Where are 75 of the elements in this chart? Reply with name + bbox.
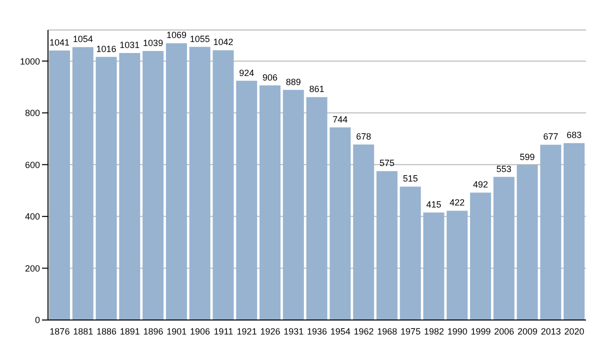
data-label: 861 [309,84,324,94]
data-label: 1041 [49,37,70,48]
bar [212,50,234,320]
x-tick-label: 1906 [190,326,210,336]
bar [282,90,304,320]
y-tick-label: 400 [24,212,40,222]
x-tick-label: 1975 [400,326,421,336]
x-tick-label: 1999 [470,326,491,336]
data-label: 677 [543,132,558,142]
data-label: 744 [332,114,348,124]
bar [119,53,140,320]
data-label: 1055 [190,34,210,44]
data-label: 515 [402,174,418,184]
data-label: 492 [473,180,488,190]
x-tick-label: 1926 [260,326,280,336]
x-tick-label: 1886 [96,326,116,336]
bar [493,176,514,320]
x-tick-label: 1921 [236,326,257,336]
data-label: 1016 [96,44,116,54]
data-label: 575 [379,158,394,168]
data-label: 889 [286,76,301,87]
y-tick-label: 600 [24,160,40,170]
bar [446,210,468,320]
x-tick-label: 1931 [284,326,304,336]
x-tick-label: 1990 [447,326,468,336]
bar [72,47,94,320]
data-label: 1069 [166,30,186,40]
x-tick-label: 1896 [143,326,164,336]
bar [330,127,351,320]
x-tick-label: 1881 [73,326,94,336]
data-label: 678 [356,131,372,142]
x-tick-label: 1954 [330,326,350,336]
bar [516,164,538,320]
bar [166,43,187,320]
bar [142,50,164,320]
y-tick-label: 200 [24,263,40,274]
x-tick-label: 2009 [518,326,538,336]
data-label: 553 [496,164,512,174]
data-label: 924 [239,68,254,78]
data-label: 599 [520,152,535,162]
x-tick-label: 1962 [354,326,374,336]
x-tick-label: 2006 [494,326,514,336]
bar [564,143,585,320]
bar [376,171,398,320]
x-tick-label: 1891 [120,326,140,336]
x-tick-label: 1968 [377,326,398,336]
x-tick-label: 2013 [540,326,561,336]
x-tick-label: 2020 [564,326,584,336]
y-tick-label: 800 [24,108,40,118]
bar [540,144,562,320]
data-label: 422 [450,198,465,208]
bar [49,50,70,320]
bar [260,85,281,320]
bar [470,192,492,320]
data-label: 1054 [72,34,93,44]
y-tick-label: 1000 [20,56,40,66]
x-tick-label: 1911 [214,326,234,336]
x-tick-label: 1901 [166,326,187,336]
data-label: 415 [426,200,442,210]
y-tick-label: 0 [34,315,40,326]
bar [189,46,210,320]
bar [353,144,374,320]
data-label: 1039 [143,38,164,48]
bar [236,80,258,320]
bar [96,56,117,320]
x-tick-label: 1876 [50,326,70,336]
bar [400,186,421,320]
data-label: 683 [566,130,582,140]
data-label: 906 [262,72,278,82]
bar [423,212,444,320]
data-label: 1042 [213,37,234,48]
x-tick-label: 1982 [424,326,444,336]
x-tick-label: 1936 [306,326,328,336]
bar [306,97,328,320]
data-label: 1031 [120,40,140,50]
